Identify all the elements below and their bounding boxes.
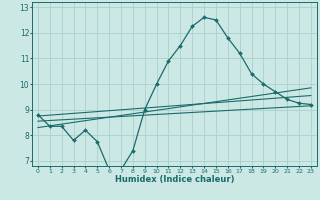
X-axis label: Humidex (Indice chaleur): Humidex (Indice chaleur) [115, 175, 234, 184]
